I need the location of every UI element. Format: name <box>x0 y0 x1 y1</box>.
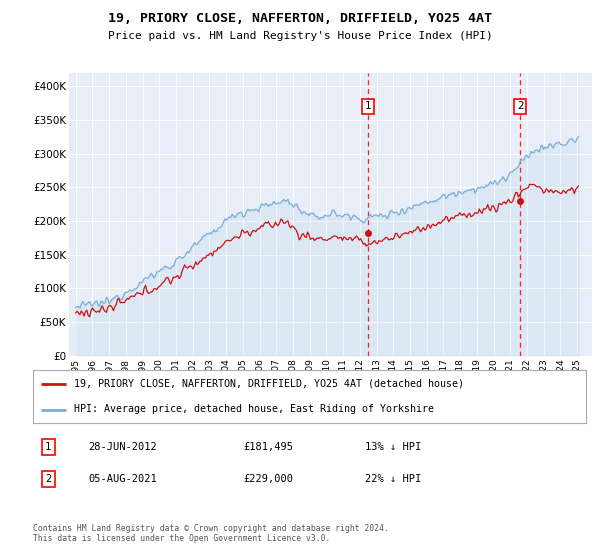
Text: 2: 2 <box>517 101 523 111</box>
Text: Contains HM Land Registry data © Crown copyright and database right 2024.
This d: Contains HM Land Registry data © Crown c… <box>33 524 389 543</box>
Text: 2: 2 <box>45 474 52 484</box>
Text: 05-AUG-2021: 05-AUG-2021 <box>88 474 157 484</box>
Text: 19, PRIORY CLOSE, NAFFERTON, DRIFFIELD, YO25 4AT: 19, PRIORY CLOSE, NAFFERTON, DRIFFIELD, … <box>108 12 492 25</box>
Text: £229,000: £229,000 <box>243 474 293 484</box>
Text: 1: 1 <box>45 442 52 452</box>
Text: 13% ↓ HPI: 13% ↓ HPI <box>365 442 421 452</box>
Text: 19, PRIORY CLOSE, NAFFERTON, DRIFFIELD, YO25 4AT (detached house): 19, PRIORY CLOSE, NAFFERTON, DRIFFIELD, … <box>74 379 464 389</box>
Text: Price paid vs. HM Land Registry's House Price Index (HPI): Price paid vs. HM Land Registry's House … <box>107 31 493 41</box>
Text: 22% ↓ HPI: 22% ↓ HPI <box>365 474 421 484</box>
Text: 1: 1 <box>365 101 371 111</box>
Text: 28-JUN-2012: 28-JUN-2012 <box>88 442 157 452</box>
Text: HPI: Average price, detached house, East Riding of Yorkshire: HPI: Average price, detached house, East… <box>74 404 434 414</box>
Text: £181,495: £181,495 <box>243 442 293 452</box>
